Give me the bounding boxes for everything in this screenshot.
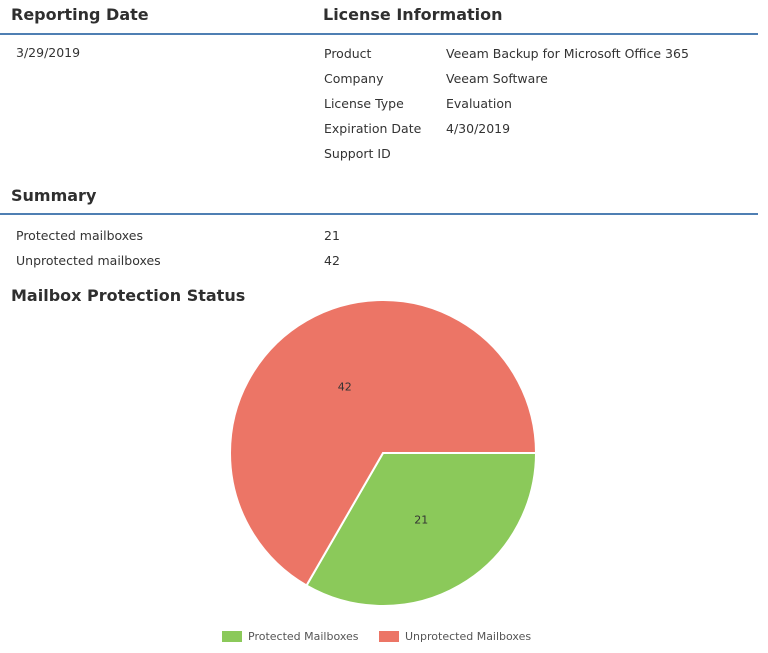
reporting-date-value: 3/29/2019: [16, 45, 81, 60]
chart-heading: Mailbox Protection Status: [11, 286, 246, 305]
pie-slice-protected: [305, 452, 538, 607]
license-value-company: Veeam Software: [446, 71, 548, 86]
header-rule: [0, 33, 758, 35]
license-label-product: Product: [324, 46, 372, 61]
license-value-expiration-date: 4/30/2019: [446, 121, 511, 136]
legend-item-unprotected: Unprotected Mailboxes: [379, 630, 531, 643]
pie-data-label-unprotected: 42: [338, 381, 352, 394]
license-label-license-type: License Type: [324, 96, 404, 111]
license-value-license-type: Evaluation: [446, 96, 512, 111]
reporting-date-heading: Reporting Date: [11, 5, 149, 24]
legend-label-unprotected: Unprotected Mailboxes: [405, 630, 532, 643]
legend-label-protected: Protected Mailboxes: [248, 630, 359, 643]
mailbox-pie-chart: 21 42: [229, 300, 538, 607]
pie-slice-unprotected: [229, 300, 538, 587]
summary-heading: Summary: [11, 186, 97, 205]
license-value-product: Veeam Backup for Microsoft Office 365: [446, 46, 689, 61]
legend-swatch-protected: [222, 631, 242, 642]
license-label-company: Company: [324, 71, 384, 86]
summary-label-protected: Protected mailboxes: [16, 228, 143, 243]
summary-label-unprotected: Unprotected mailboxes: [16, 253, 161, 268]
license-label-support-id: Support ID: [324, 146, 391, 161]
license-information-heading: License Information: [323, 5, 503, 24]
summary-value-protected: 21: [324, 228, 340, 243]
summary-rule: [0, 213, 758, 215]
summary-value-unprotected: 42: [324, 253, 340, 268]
legend-item-protected: Protected Mailboxes: [222, 630, 359, 643]
license-label-expiration-date: Expiration Date: [324, 121, 422, 136]
pie-data-label-protected: 21: [414, 513, 428, 526]
legend-swatch-unprotected: [379, 631, 399, 642]
